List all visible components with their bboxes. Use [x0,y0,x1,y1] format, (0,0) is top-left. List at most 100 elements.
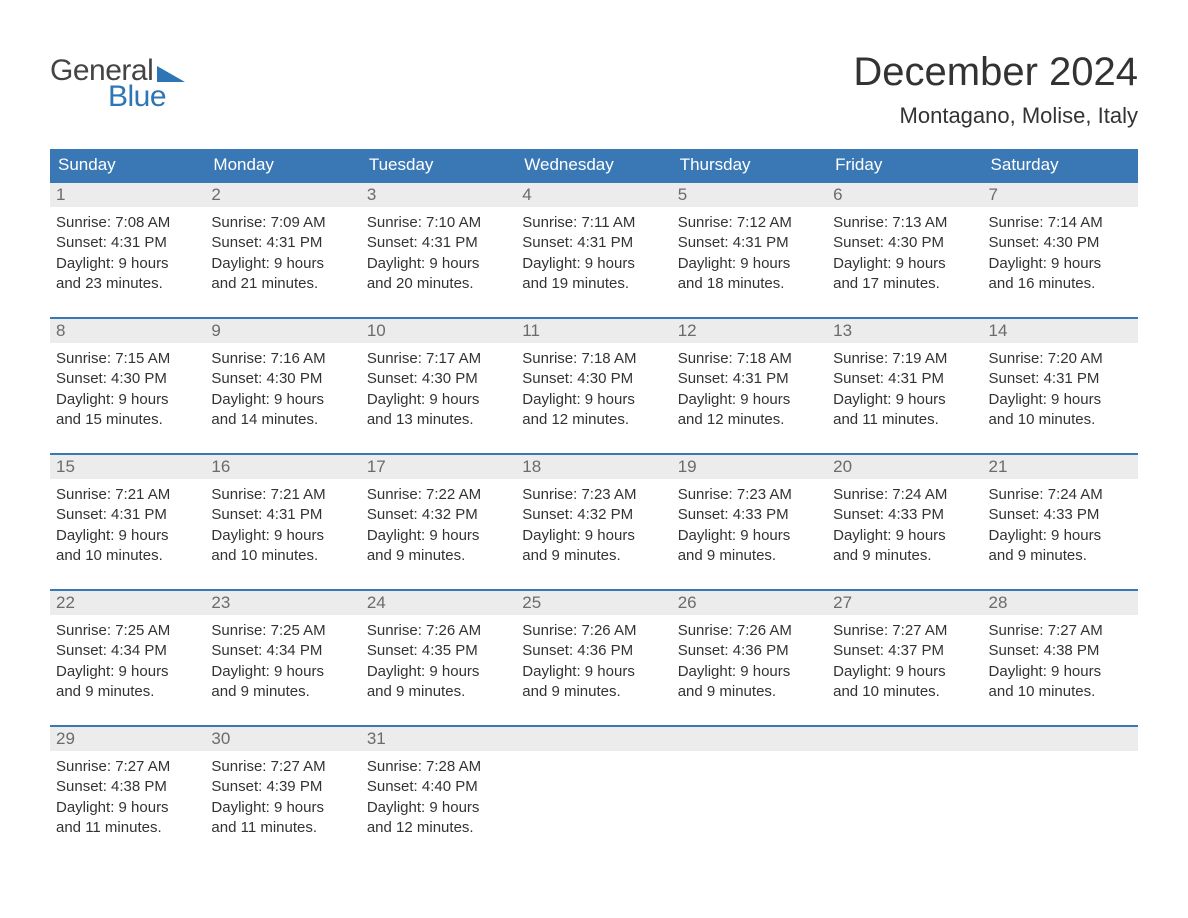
day-cell: 25Sunrise: 7:26 AMSunset: 4:36 PMDayligh… [516,591,671,711]
day-body: Sunrise: 7:18 AMSunset: 4:30 PMDaylight:… [516,343,671,430]
day-number: 2 [205,183,360,207]
day-cell: 3Sunrise: 7:10 AMSunset: 4:31 PMDaylight… [361,183,516,303]
sunset-line: Sunset: 4:34 PM [211,641,354,661]
d2-line: and 10 minutes. [211,546,354,566]
day-number [827,727,982,751]
sunset-line: Sunset: 4:32 PM [367,505,510,525]
sunset-line: Sunset: 4:31 PM [367,233,510,253]
sunrise-line: Sunrise: 7:22 AM [367,485,510,505]
d1-line: Daylight: 9 hours [522,662,665,682]
day-cell: 11Sunrise: 7:18 AMSunset: 4:30 PMDayligh… [516,319,671,439]
d1-line: Daylight: 9 hours [367,662,510,682]
week-row: 22Sunrise: 7:25 AMSunset: 4:34 PMDayligh… [50,589,1138,711]
day-number: 16 [205,455,360,479]
week-row: 8Sunrise: 7:15 AMSunset: 4:30 PMDaylight… [50,317,1138,439]
sunset-line: Sunset: 4:38 PM [989,641,1132,661]
d1-line: Daylight: 9 hours [367,526,510,546]
sunset-line: Sunset: 4:31 PM [522,233,665,253]
day-number: 23 [205,591,360,615]
day-cell: 7Sunrise: 7:14 AMSunset: 4:30 PMDaylight… [983,183,1138,303]
day-cell [827,727,982,847]
day-number: 28 [983,591,1138,615]
d1-line: Daylight: 9 hours [989,526,1132,546]
d1-line: Daylight: 9 hours [678,390,821,410]
sunrise-line: Sunrise: 7:24 AM [989,485,1132,505]
day-number: 29 [50,727,205,751]
page-title: December 2024 [853,50,1138,95]
d2-line: and 9 minutes. [678,682,821,702]
day-body: Sunrise: 7:13 AMSunset: 4:30 PMDaylight:… [827,207,982,294]
day-body: Sunrise: 7:24 AMSunset: 4:33 PMDaylight:… [983,479,1138,566]
header-region: General Blue December 2024 Montagano, Mo… [50,50,1138,129]
day-cell: 30Sunrise: 7:27 AMSunset: 4:39 PMDayligh… [205,727,360,847]
sunset-line: Sunset: 4:32 PM [522,505,665,525]
d1-line: Daylight: 9 hours [56,798,199,818]
day-cell: 22Sunrise: 7:25 AMSunset: 4:34 PMDayligh… [50,591,205,711]
day-number [672,727,827,751]
day-body: Sunrise: 7:12 AMSunset: 4:31 PMDaylight:… [672,207,827,294]
day-body: Sunrise: 7:27 AMSunset: 4:38 PMDaylight:… [50,751,205,838]
day-body: Sunrise: 7:15 AMSunset: 4:30 PMDaylight:… [50,343,205,430]
day-body [516,751,671,757]
day-body: Sunrise: 7:08 AMSunset: 4:31 PMDaylight:… [50,207,205,294]
day-body [983,751,1138,757]
d1-line: Daylight: 9 hours [367,390,510,410]
sunrise-line: Sunrise: 7:28 AM [367,757,510,777]
d2-line: and 14 minutes. [211,410,354,430]
day-number: 4 [516,183,671,207]
sunset-line: Sunset: 4:35 PM [367,641,510,661]
day-body: Sunrise: 7:26 AMSunset: 4:36 PMDaylight:… [672,615,827,702]
d2-line: and 10 minutes. [56,546,199,566]
day-cell: 19Sunrise: 7:23 AMSunset: 4:33 PMDayligh… [672,455,827,575]
sunrise-line: Sunrise: 7:08 AM [56,213,199,233]
sunrise-line: Sunrise: 7:27 AM [56,757,199,777]
day-header: Tuesday [361,149,516,181]
d2-line: and 9 minutes. [367,546,510,566]
day-number: 13 [827,319,982,343]
d1-line: Daylight: 9 hours [56,662,199,682]
d1-line: Daylight: 9 hours [56,390,199,410]
sunset-line: Sunset: 4:40 PM [367,777,510,797]
day-body: Sunrise: 7:10 AMSunset: 4:31 PMDaylight:… [361,207,516,294]
sunrise-line: Sunrise: 7:20 AM [989,349,1132,369]
d1-line: Daylight: 9 hours [833,390,976,410]
d1-line: Daylight: 9 hours [522,526,665,546]
sunset-line: Sunset: 4:31 PM [56,505,199,525]
d1-line: Daylight: 9 hours [211,662,354,682]
sunset-line: Sunset: 4:31 PM [211,505,354,525]
day-body: Sunrise: 7:26 AMSunset: 4:35 PMDaylight:… [361,615,516,702]
day-cell: 15Sunrise: 7:21 AMSunset: 4:31 PMDayligh… [50,455,205,575]
day-cell: 31Sunrise: 7:28 AMSunset: 4:40 PMDayligh… [361,727,516,847]
day-number: 12 [672,319,827,343]
day-header: Wednesday [516,149,671,181]
calendar: Sunday Monday Tuesday Wednesday Thursday… [50,149,1138,847]
day-number: 27 [827,591,982,615]
d2-line: and 12 minutes. [522,410,665,430]
day-number: 8 [50,319,205,343]
day-cell: 24Sunrise: 7:26 AMSunset: 4:35 PMDayligh… [361,591,516,711]
d2-line: and 9 minutes. [56,682,199,702]
day-number: 30 [205,727,360,751]
d2-line: and 9 minutes. [522,546,665,566]
sunrise-line: Sunrise: 7:26 AM [367,621,510,641]
week-row: 15Sunrise: 7:21 AMSunset: 4:31 PMDayligh… [50,453,1138,575]
day-body: Sunrise: 7:17 AMSunset: 4:30 PMDaylight:… [361,343,516,430]
sunset-line: Sunset: 4:39 PM [211,777,354,797]
day-header: Friday [827,149,982,181]
day-cell: 1Sunrise: 7:08 AMSunset: 4:31 PMDaylight… [50,183,205,303]
d2-line: and 9 minutes. [833,546,976,566]
sunset-line: Sunset: 4:36 PM [678,641,821,661]
sunset-line: Sunset: 4:38 PM [56,777,199,797]
sunset-line: Sunset: 4:31 PM [56,233,199,253]
day-number: 9 [205,319,360,343]
day-body: Sunrise: 7:20 AMSunset: 4:31 PMDaylight:… [983,343,1138,430]
sunrise-line: Sunrise: 7:25 AM [56,621,199,641]
d2-line: and 9 minutes. [211,682,354,702]
day-header: Sunday [50,149,205,181]
sunset-line: Sunset: 4:34 PM [56,641,199,661]
sunset-line: Sunset: 4:31 PM [678,369,821,389]
brand-word-2: Blue [108,82,185,112]
d1-line: Daylight: 9 hours [989,662,1132,682]
day-number: 21 [983,455,1138,479]
day-cell [983,727,1138,847]
